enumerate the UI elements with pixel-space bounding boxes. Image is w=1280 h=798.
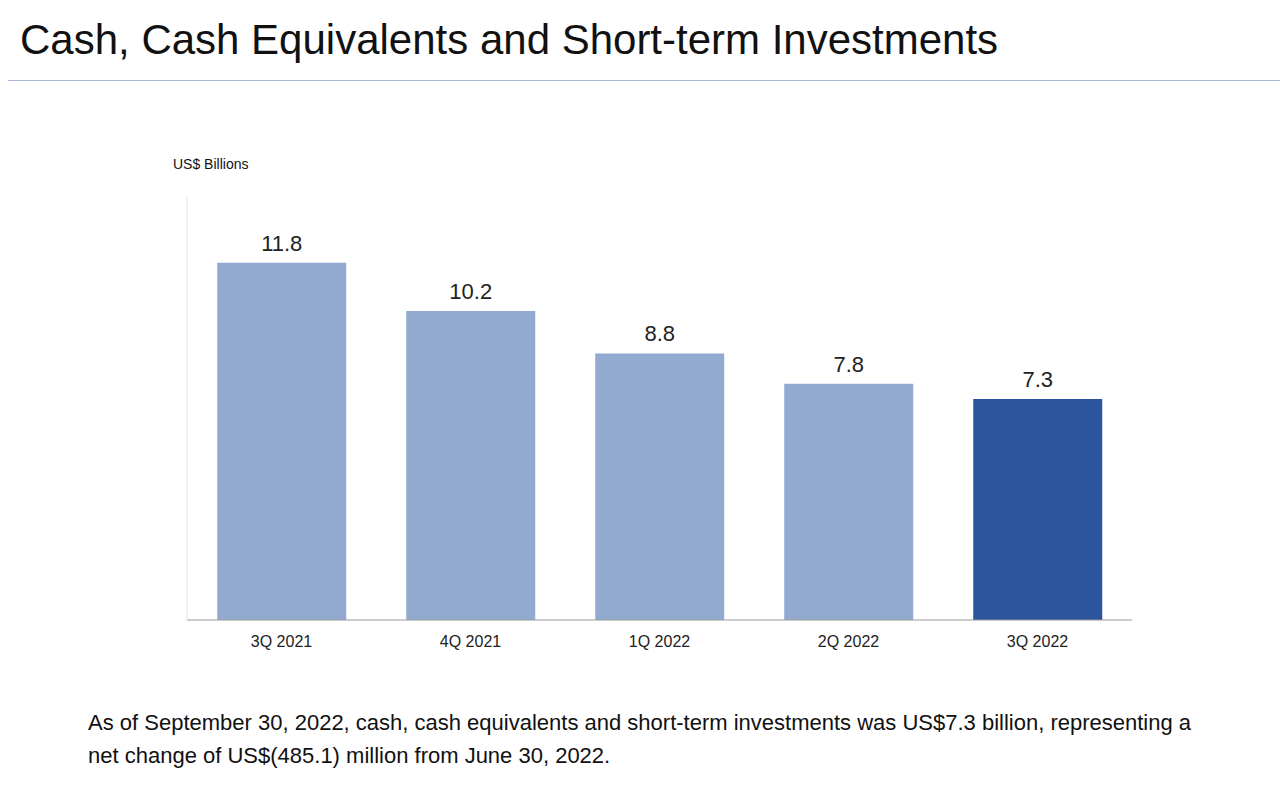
svg-text:1Q 2022: 1Q 2022 [629, 633, 690, 650]
svg-text:3Q 2021: 3Q 2021 [251, 633, 312, 650]
svg-text:2Q 2022: 2Q 2022 [818, 633, 879, 650]
html-text:Cash, Cash Equivalents and Sho: Cash, Cash Equivalents and Short-term In… [20, 16, 999, 63]
svg-text:8.8: 8.8 [644, 321, 675, 346]
svg-text:11.8: 11.8 [261, 231, 302, 256]
html-text:As of September 30, 2022, cash: As of September 30, 2022, cash, cash equ… [88, 710, 1191, 768]
svg-text:4Q 2021: 4Q 2021 [440, 633, 501, 650]
svg-text:7.3: 7.3 [1022, 367, 1053, 392]
html-text:US$ Billions: US$ Billions [173, 156, 249, 172]
svg-text:7.8: 7.8 [833, 352, 864, 377]
svg-text:10.2: 10.2 [449, 279, 492, 304]
svg-text:3Q 2022: 3Q 2022 [1007, 633, 1068, 650]
